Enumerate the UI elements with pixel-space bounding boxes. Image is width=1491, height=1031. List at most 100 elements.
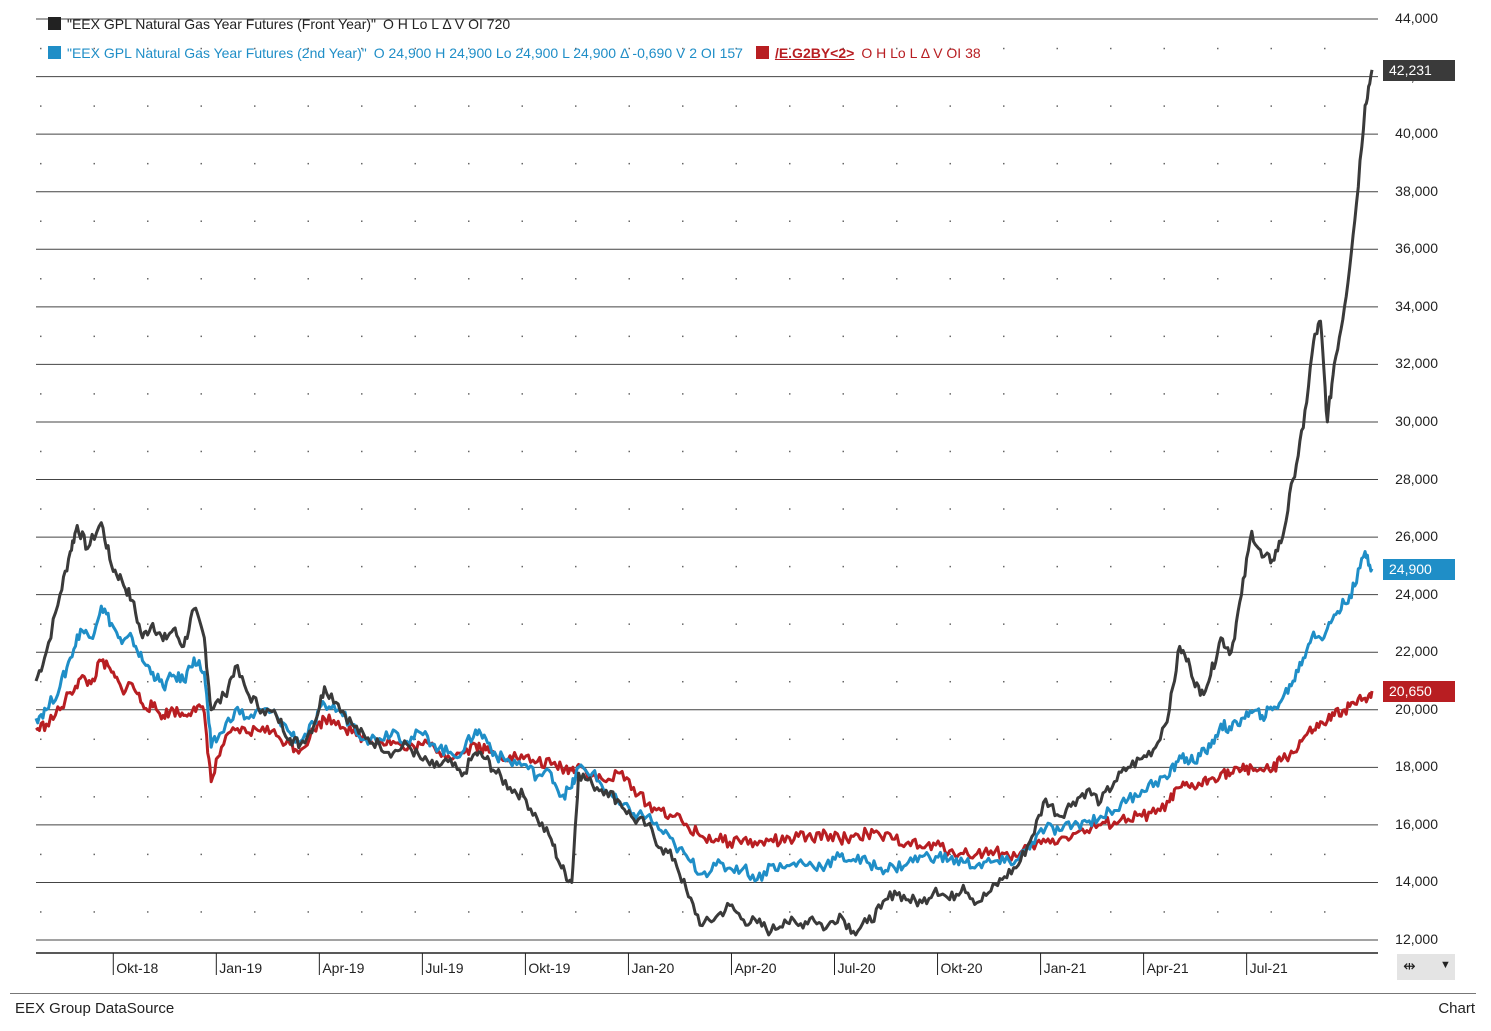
grid-dot bbox=[40, 680, 42, 683]
legend-third-name[interactable]: /E.G2BY<2> bbox=[774, 45, 855, 61]
grid-dot bbox=[842, 796, 844, 798]
grid-dot bbox=[521, 623, 523, 625]
grid-dot bbox=[521, 508, 523, 510]
grid-dot bbox=[575, 220, 577, 222]
grid-dot bbox=[1056, 162, 1058, 165]
grid-dot bbox=[628, 220, 630, 222]
grid-dot bbox=[1217, 911, 1219, 913]
grid-dot bbox=[200, 47, 202, 50]
legend-front[interactable]: "EEX GPL Natural Gas Year Futures (Front… bbox=[48, 16, 517, 32]
grid-dot bbox=[1003, 47, 1005, 50]
grid-dot bbox=[521, 565, 523, 568]
grid-dot bbox=[468, 565, 470, 568]
legend-front-fields: O H Lo L Δ V OI 720 bbox=[383, 16, 511, 32]
y-tick-label: 26,000 bbox=[1395, 528, 1438, 545]
grid-dot bbox=[1324, 680, 1326, 683]
grid-dot bbox=[1056, 738, 1058, 741]
grid-dot bbox=[1056, 335, 1058, 338]
grid-dot bbox=[1056, 47, 1058, 50]
grid-dot bbox=[1110, 335, 1112, 338]
grid-dot bbox=[1110, 738, 1112, 741]
y-tick-label: 28,000 bbox=[1395, 470, 1438, 487]
grid-dot bbox=[1110, 565, 1112, 568]
x-tick-label: Apr-19 bbox=[322, 960, 365, 976]
y-tick-label: 32,000 bbox=[1395, 355, 1438, 372]
grid-dot bbox=[1270, 450, 1272, 453]
grid-dot bbox=[789, 623, 791, 625]
grid-dot bbox=[735, 680, 737, 683]
grid-dot bbox=[1217, 105, 1219, 107]
y-tick-label: 14,000 bbox=[1395, 873, 1438, 890]
grid-dot bbox=[735, 738, 737, 741]
grid-dot bbox=[361, 680, 363, 683]
chart-controls[interactable]: ⇹ ▼ bbox=[1397, 954, 1455, 980]
grid-dot bbox=[949, 853, 951, 856]
grid-dot bbox=[1270, 393, 1272, 395]
grid-dot bbox=[628, 738, 630, 741]
grid-dot bbox=[40, 47, 42, 50]
grid-dot bbox=[789, 911, 791, 913]
grid-dot bbox=[468, 911, 470, 913]
grid-dot bbox=[254, 911, 256, 913]
grid-dot bbox=[200, 680, 202, 683]
y-tick-label: 18,000 bbox=[1395, 758, 1438, 775]
grid-dot bbox=[1217, 853, 1219, 856]
grid-dot bbox=[40, 335, 42, 338]
series-line-g2by[interactable] bbox=[35, 658, 1374, 862]
crosshair-menu-icon[interactable]: ⇹ bbox=[1403, 958, 1416, 975]
grid-dot bbox=[575, 738, 577, 741]
grid-dot bbox=[200, 220, 202, 222]
grid-dot bbox=[468, 450, 470, 453]
series-line-front-year[interactable] bbox=[34, 69, 1374, 937]
grid-dot bbox=[1110, 450, 1112, 453]
grid-dot bbox=[1003, 278, 1005, 280]
grid-dot bbox=[575, 278, 577, 280]
grid-dot bbox=[307, 623, 309, 625]
y-tick-label: 16,000 bbox=[1395, 815, 1438, 832]
grid-dot bbox=[1056, 680, 1058, 683]
grid-dot bbox=[1110, 623, 1112, 625]
grid-dot bbox=[1110, 278, 1112, 280]
grid-dot bbox=[40, 853, 42, 856]
grid-dot bbox=[147, 565, 149, 568]
grid-dot bbox=[147, 738, 149, 741]
grid-dot bbox=[307, 796, 309, 798]
grid-dot bbox=[468, 335, 470, 338]
footer-chart-link[interactable]: Chart bbox=[1438, 1000, 1475, 1017]
y-tick-label: 24,000 bbox=[1395, 585, 1438, 602]
grid-dot bbox=[307, 220, 309, 222]
grid-dot bbox=[200, 853, 202, 856]
grid-dot bbox=[735, 508, 737, 510]
grid-dot bbox=[842, 162, 844, 165]
grid-dot bbox=[361, 105, 363, 107]
grid-dot bbox=[1110, 911, 1112, 913]
grid-dot bbox=[1270, 911, 1272, 913]
grid-dot bbox=[575, 680, 577, 683]
grid-dot bbox=[1110, 393, 1112, 395]
grid-dot bbox=[414, 508, 416, 510]
grid-dot bbox=[93, 393, 95, 395]
grid-dot bbox=[254, 623, 256, 625]
grid-dot bbox=[949, 680, 951, 683]
grid-dot bbox=[628, 623, 630, 625]
grid-dot bbox=[1003, 335, 1005, 338]
grid-dot bbox=[842, 565, 844, 568]
chevron-down-icon[interactable]: ▼ bbox=[1440, 959, 1451, 971]
grid-dot bbox=[414, 450, 416, 453]
x-tick-label: Jan-19 bbox=[219, 960, 263, 976]
grid-dot bbox=[361, 47, 363, 50]
grid-dot bbox=[200, 565, 202, 568]
grid-dot bbox=[628, 450, 630, 453]
grid-dot bbox=[1324, 911, 1326, 913]
legend-second-third[interactable]: "EEX GPL Natural Gas Year Futures (2nd Y… bbox=[48, 45, 988, 61]
grid-dot bbox=[1003, 393, 1005, 395]
grid-dot bbox=[307, 393, 309, 395]
grid-dot bbox=[1110, 220, 1112, 222]
series-lines[interactable] bbox=[34, 69, 1374, 937]
grid-dot bbox=[361, 911, 363, 913]
grid-dot bbox=[1163, 278, 1165, 280]
series-line-second-year[interactable] bbox=[34, 550, 1374, 883]
grid-dot bbox=[414, 680, 416, 683]
grid-dot bbox=[468, 393, 470, 395]
y-tick-label: 44,000 bbox=[1395, 10, 1438, 26]
